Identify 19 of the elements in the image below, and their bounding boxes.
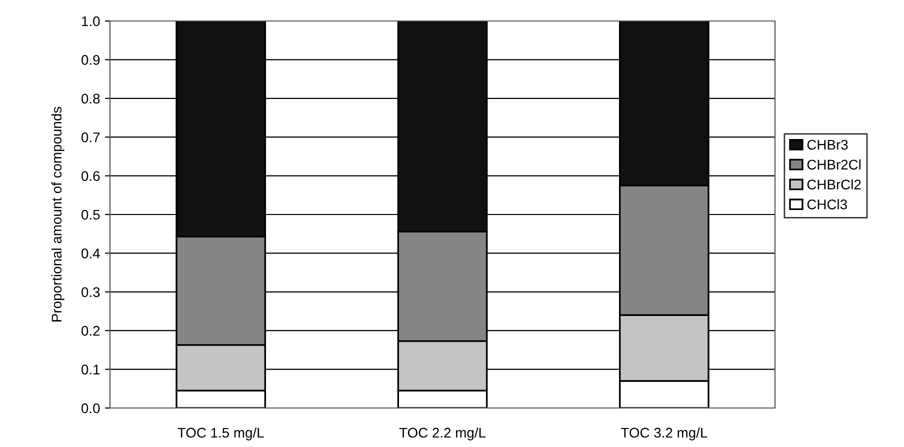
y-tick-label: 0.7	[82, 132, 100, 142]
x-tick-label: TOC 1.5 mg/L	[178, 427, 264, 440]
y-tick-label: 0.2	[82, 326, 100, 336]
y-tick-label: 1.0	[82, 16, 100, 26]
y-tick-label: 0.3	[82, 287, 100, 298]
y-tick-label: 0.5	[82, 210, 100, 220]
y-tick-label: 0.6	[82, 171, 100, 181]
x-tick-label: TOC 2.2 mg/L	[399, 427, 486, 440]
legend-label: CHBr2Cl	[807, 159, 861, 170]
y-tick-label: 0.8	[82, 94, 100, 104]
legend-label: CHBrCl2	[807, 179, 861, 190]
y-tick-label: 0.1	[82, 364, 100, 374]
y-axis-title: Proportional amount of compounds	[51, 106, 64, 322]
y-tick-label: 0.0	[82, 403, 100, 414]
y-tick-label: 0.9	[82, 55, 100, 65]
legend-label: CHCl3	[807, 199, 847, 210]
x-tick-label: TOC 3.2 mg/L	[620, 427, 708, 440]
y-tick-label: 0.4	[82, 248, 100, 258]
legend-label: CHBr3	[807, 140, 848, 150]
